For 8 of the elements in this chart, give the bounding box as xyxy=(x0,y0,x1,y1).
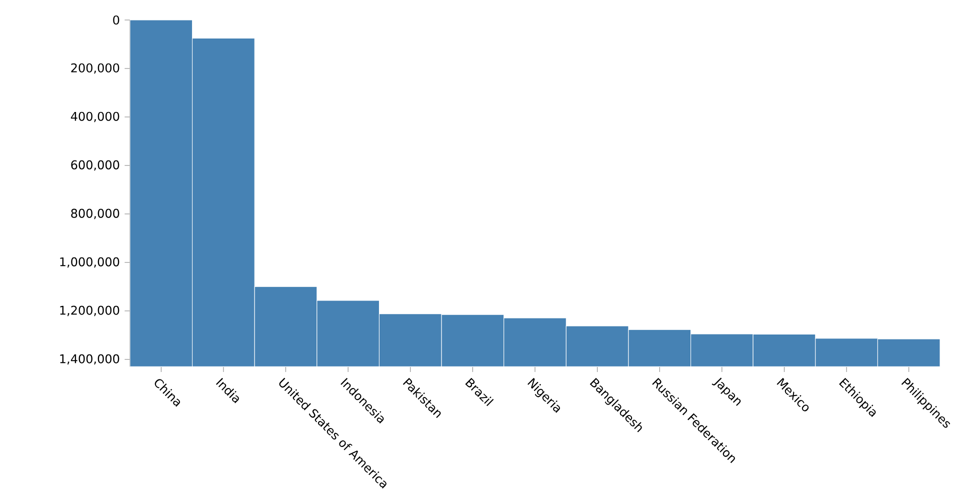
y-tick-label: 0 xyxy=(113,15,120,25)
y-tick-label: 1,000,000 xyxy=(60,257,120,268)
y-tick-label: 600,000 xyxy=(71,160,120,171)
y-tick-label: 200,000 xyxy=(71,63,120,74)
y-tick-label: 800,000 xyxy=(71,208,120,220)
y-tick-label: 1,400,000 xyxy=(60,354,120,365)
y-tick-label: 400,000 xyxy=(70,112,120,122)
y-tick-label: 1,200,000 xyxy=(60,306,120,316)
